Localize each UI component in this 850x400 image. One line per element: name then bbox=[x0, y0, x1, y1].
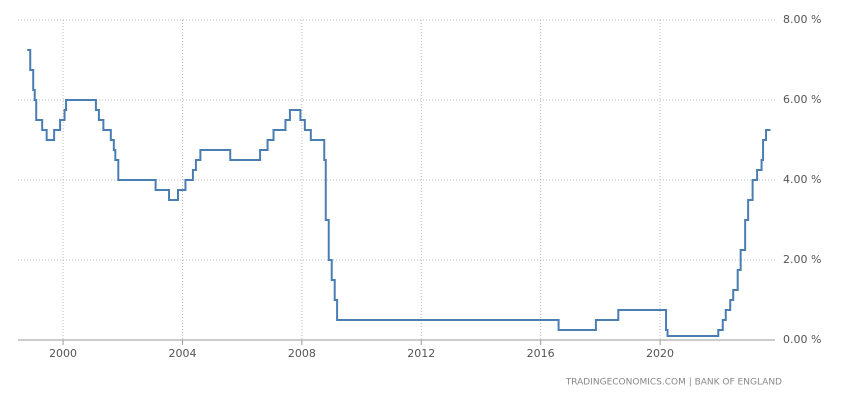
x-tick-label: 2016 bbox=[527, 347, 555, 360]
y-tick-label: 0.00 % bbox=[783, 333, 821, 346]
x-tick-label: 2004 bbox=[168, 347, 196, 360]
x-tick-label: 2000 bbox=[49, 347, 77, 360]
source: TRADINGECONOMICS.COM | BANK OF ENGLAND bbox=[565, 378, 782, 388]
y-tick-label: 2.00 % bbox=[783, 253, 821, 266]
y-tick-label: 6.00 % bbox=[783, 93, 821, 106]
x-tick-label: 2008 bbox=[288, 347, 316, 360]
line bbox=[27, 49, 771, 337]
y-tick-label: 8.00 % bbox=[783, 13, 821, 26]
x-tick-label: 2012 bbox=[407, 347, 435, 360]
y-tick-label: 4.00 % bbox=[783, 173, 821, 186]
x-tick-label: 2020 bbox=[646, 347, 674, 360]
